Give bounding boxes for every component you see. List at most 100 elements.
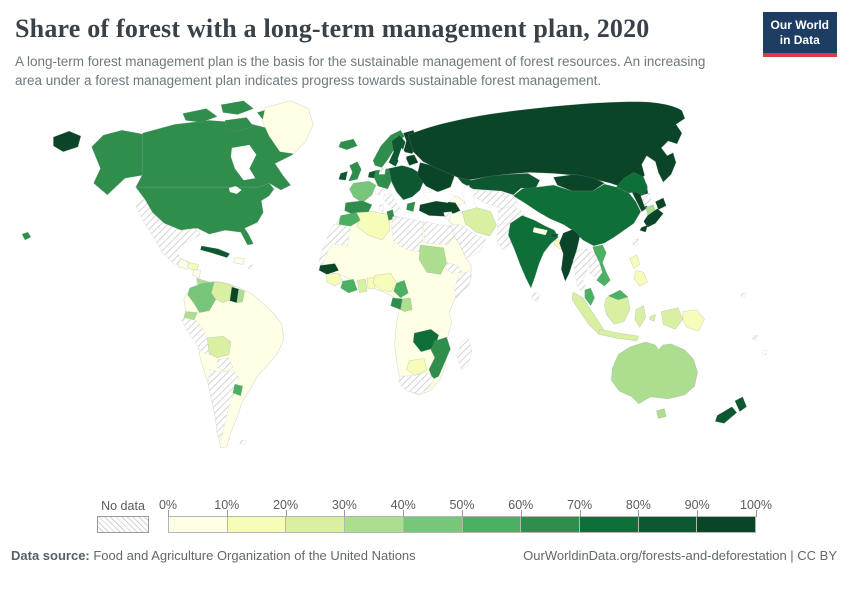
legend-bin[interactable] (286, 517, 346, 533)
country-greenland[interactable] (261, 100, 314, 155)
country-botswana[interactable] (406, 358, 428, 376)
country-italy-sardinia[interactable] (378, 204, 385, 213)
country-eritrea[interactable] (445, 262, 463, 274)
country-uk[interactable] (348, 161, 362, 182)
country-tasmania[interactable] (656, 408, 667, 420)
legend-no-data-swatch[interactable] (97, 516, 149, 534)
country-sudan[interactable] (418, 244, 447, 275)
country-cuba[interactable] (200, 245, 231, 259)
country-colombia[interactable] (187, 282, 217, 314)
legend-bin[interactable] (462, 517, 522, 533)
country-indonesia-papua[interactable] (660, 307, 684, 330)
country-china-manchuria[interactable] (615, 172, 648, 197)
country-greece[interactable] (406, 201, 416, 213)
country-venezuela[interactable] (210, 282, 236, 304)
country-bhutan[interactable] (550, 233, 559, 239)
country-papua-new-guinea[interactable] (682, 309, 705, 332)
country-togo-benin[interactable] (366, 277, 376, 290)
country-taiwan[interactable] (631, 238, 640, 247)
country-mexico[interactable] (135, 198, 201, 268)
country-nepal[interactable] (532, 227, 548, 236)
country-laos-cambodia[interactable] (586, 248, 603, 279)
country-new-zealand-north[interactable] (734, 396, 747, 413)
country-philippines-luzon[interactable] (629, 254, 641, 270)
country-iran[interactable] (461, 207, 497, 237)
country-japan-hokkaido[interactable] (655, 197, 667, 211)
country-argentina[interactable] (208, 369, 240, 442)
country-nicaragua[interactable] (192, 269, 201, 279)
country-indonesia-java[interactable] (598, 329, 640, 342)
country-paraguay[interactable] (216, 357, 234, 373)
country-indonesia-moluccas[interactable] (649, 314, 656, 323)
country-libya[interactable] (391, 216, 424, 253)
legend-bin[interactable] (169, 517, 228, 533)
country-canada-arctic[interactable] (220, 100, 254, 116)
legend-bin[interactable] (579, 517, 639, 533)
country-india[interactable] (508, 215, 559, 290)
country-myanmar[interactable] (559, 229, 581, 283)
country-australia[interactable] (611, 342, 698, 405)
country-japan-kyushu[interactable] (639, 225, 648, 233)
country-peru[interactable] (181, 317, 210, 356)
country-somalia[interactable] (454, 270, 472, 299)
country-denmark[interactable] (378, 167, 387, 175)
country-south-africa[interactable] (398, 372, 435, 395)
country-usa[interactable] (135, 183, 275, 246)
country-ghana[interactable] (357, 279, 368, 294)
country-bolivia[interactable] (207, 336, 232, 359)
country-sri-lanka[interactable] (531, 291, 541, 303)
country-antilles[interactable] (248, 264, 253, 271)
country-indonesia-sulawesi[interactable] (634, 305, 646, 329)
country-russia-chukotka[interactable] (53, 131, 82, 153)
country-switzerland[interactable] (374, 189, 384, 196)
country-ireland[interactable] (338, 171, 348, 181)
legend-bin[interactable] (521, 517, 580, 533)
country-north-korea[interactable] (640, 192, 653, 208)
legend-bin[interactable] (697, 517, 756, 533)
country-congo[interactable] (400, 297, 413, 313)
country-algeria[interactable] (355, 211, 390, 241)
country-uruguay[interactable] (232, 384, 243, 397)
country-nigeria[interactable] (372, 273, 397, 293)
legend-bin[interactable] (403, 517, 463, 533)
country-philippines-mindanao[interactable] (633, 270, 648, 287)
country-hispaniola[interactable] (233, 257, 245, 266)
country-thailand[interactable] (572, 248, 591, 295)
country-guinea[interactable] (325, 273, 343, 287)
footer-link[interactable]: OurWorldinData.org/forests-and-deforesta… (523, 548, 837, 564)
country-central-europe[interactable] (388, 165, 425, 201)
country-china[interactable] (512, 184, 642, 247)
country-morocco[interactable] (338, 212, 361, 227)
country-malaysia-peninsula[interactable] (584, 288, 595, 307)
country-suriname[interactable] (236, 288, 245, 304)
country-mozambique[interactable] (428, 337, 451, 380)
country-malaysia-borneo[interactable] (607, 290, 629, 301)
country-pacific-islands[interactable] (761, 349, 768, 356)
country-baltics[interactable] (405, 154, 419, 167)
country-canada-arctic[interactable] (224, 117, 254, 132)
country-iceland[interactable] (338, 139, 358, 151)
country-mongolia[interactable] (553, 174, 605, 192)
country-senegal[interactable] (318, 263, 340, 275)
legend-bin[interactable] (227, 517, 287, 533)
country-france[interactable] (349, 181, 377, 204)
country-canada-arctic[interactable] (182, 108, 218, 123)
country-japan-honshu[interactable] (643, 208, 664, 228)
legend-bin[interactable] (345, 517, 404, 533)
country-pacific-islands[interactable] (740, 292, 746, 299)
country-madagascar[interactable] (457, 337, 473, 371)
country-cote-divoire[interactable] (340, 279, 358, 294)
country-iraq[interactable] (448, 212, 468, 229)
country-italy[interactable] (383, 192, 401, 216)
country-vietnam[interactable] (592, 244, 611, 287)
country-new-zealand-south[interactable] (714, 406, 738, 424)
country-usa-hawaii[interactable] (21, 232, 32, 241)
country-egypt[interactable] (422, 221, 455, 246)
legend-bin[interactable] (638, 517, 698, 533)
country-alaska[interactable] (91, 130, 143, 196)
country-pacific-islands[interactable] (752, 335, 758, 341)
country-falklands[interactable] (239, 440, 247, 446)
country-guatemala[interactable] (177, 258, 190, 271)
country-central-asia[interactable] (472, 190, 519, 212)
country-cameroon[interactable] (393, 280, 409, 299)
